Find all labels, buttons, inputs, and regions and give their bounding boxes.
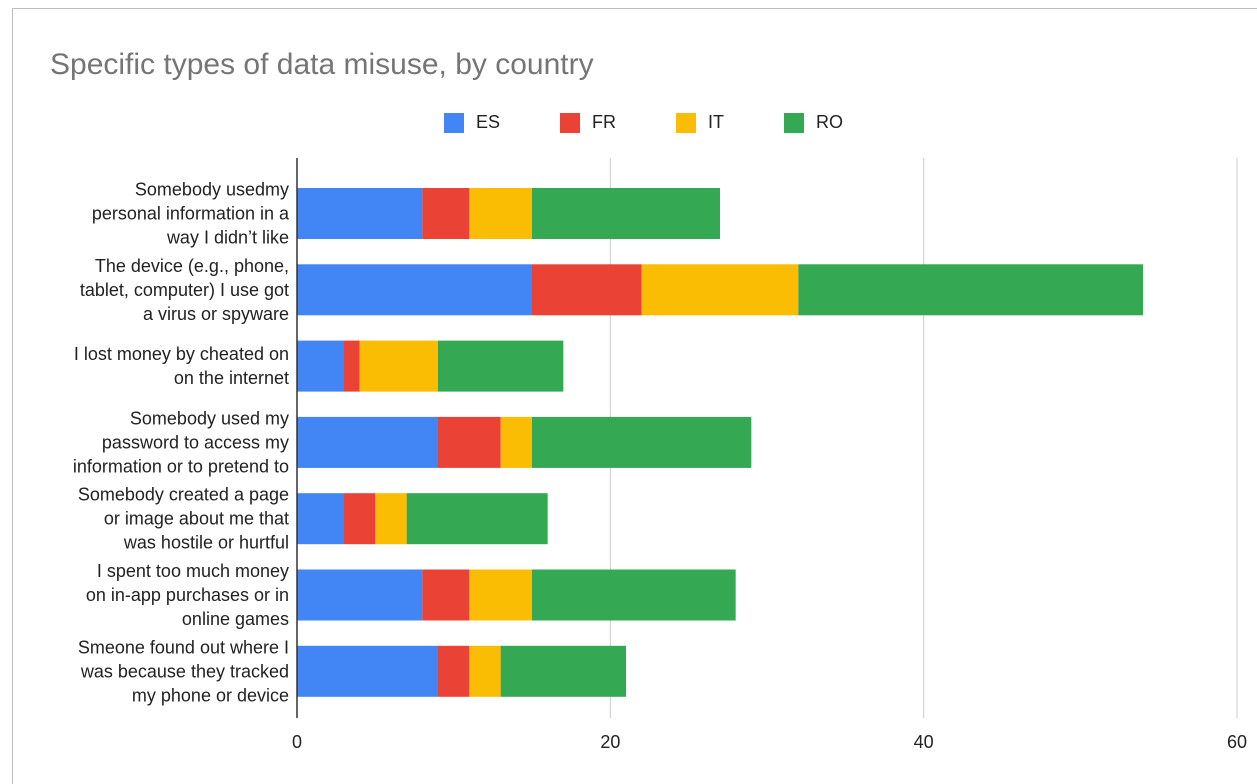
bar-it bbox=[359, 340, 438, 392]
category-label: Somebody created a page bbox=[78, 485, 289, 505]
bar-ro bbox=[406, 493, 548, 545]
chart-title: Specific types of data misuse, by countr… bbox=[50, 48, 594, 81]
bar-it bbox=[469, 645, 501, 697]
bar-fr bbox=[344, 493, 376, 545]
x-tick-label: 0 bbox=[292, 732, 302, 752]
category-label: Somebody usedmy bbox=[135, 180, 289, 200]
bar-it bbox=[500, 416, 532, 468]
category-label: I lost money by cheated on bbox=[74, 344, 289, 364]
category-label: way I didn’t like bbox=[166, 228, 289, 248]
legend-swatch bbox=[676, 112, 696, 133]
legend-swatch bbox=[443, 112, 464, 133]
category-label: password to access my bbox=[102, 432, 289, 452]
bar-ro bbox=[532, 188, 720, 239]
legend-swatch bbox=[560, 112, 580, 133]
legend-swatch bbox=[784, 112, 804, 133]
bar-ro bbox=[500, 645, 626, 697]
bar-ro bbox=[532, 569, 736, 621]
category-label: information or to pretend to bbox=[73, 456, 289, 476]
bar-es bbox=[297, 340, 344, 392]
category-label: online games bbox=[182, 609, 289, 629]
bar-it bbox=[641, 264, 799, 316]
x-tick-label: 20 bbox=[600, 732, 620, 752]
category-label: on the internet bbox=[174, 368, 289, 388]
category-label: was hostile or hurtful bbox=[123, 533, 289, 553]
bar-ro bbox=[532, 416, 752, 468]
bar-fr bbox=[438, 645, 470, 697]
bar-es bbox=[297, 569, 423, 621]
legend-label: FR bbox=[592, 112, 616, 132]
x-tick-label: 60 bbox=[1227, 732, 1247, 752]
category-label: personal information in a bbox=[92, 204, 290, 224]
bar-es bbox=[297, 188, 423, 239]
legend-label: IT bbox=[708, 112, 724, 132]
bar-it bbox=[469, 569, 532, 621]
bar-es bbox=[297, 416, 438, 468]
category-label: Somebody used my bbox=[130, 408, 289, 428]
x-tick-label: 40 bbox=[914, 732, 934, 752]
bar-fr bbox=[422, 188, 470, 239]
bar-it bbox=[375, 493, 407, 545]
legend: ES FR IT RO bbox=[0, 112, 1257, 133]
legend-label: ES bbox=[475, 112, 500, 132]
category-label: my phone or device bbox=[132, 685, 289, 705]
legend-label: RO bbox=[816, 112, 843, 132]
legend-item-es: ES bbox=[414, 112, 500, 133]
category-label: The device (e.g., phone, bbox=[95, 256, 289, 276]
bar-fr bbox=[344, 340, 360, 392]
bar-fr bbox=[422, 569, 470, 621]
bar-es bbox=[297, 264, 532, 316]
category-label: or image about me that bbox=[104, 509, 289, 529]
bar-ro bbox=[438, 340, 564, 392]
bar-ro bbox=[798, 264, 1143, 316]
legend-item-fr: FR bbox=[530, 112, 616, 133]
bar-it bbox=[469, 188, 532, 239]
bar-es bbox=[297, 645, 438, 697]
chart-frame bbox=[12, 8, 1257, 784]
bar-fr bbox=[532, 264, 642, 316]
bar-fr bbox=[438, 416, 501, 468]
category-label: on in-app purchases or in bbox=[86, 585, 289, 605]
category-label: was because they tracked bbox=[80, 661, 289, 681]
legend-item-ro: RO bbox=[754, 112, 843, 133]
category-label: I spent too much money bbox=[97, 561, 289, 581]
category-label: Smeone found out where I bbox=[78, 637, 289, 657]
category-label: tablet, computer) I use got bbox=[80, 280, 289, 300]
legend-item-it: IT bbox=[646, 112, 724, 133]
category-label: a virus or spyware bbox=[143, 304, 289, 324]
bar-es bbox=[297, 493, 344, 545]
